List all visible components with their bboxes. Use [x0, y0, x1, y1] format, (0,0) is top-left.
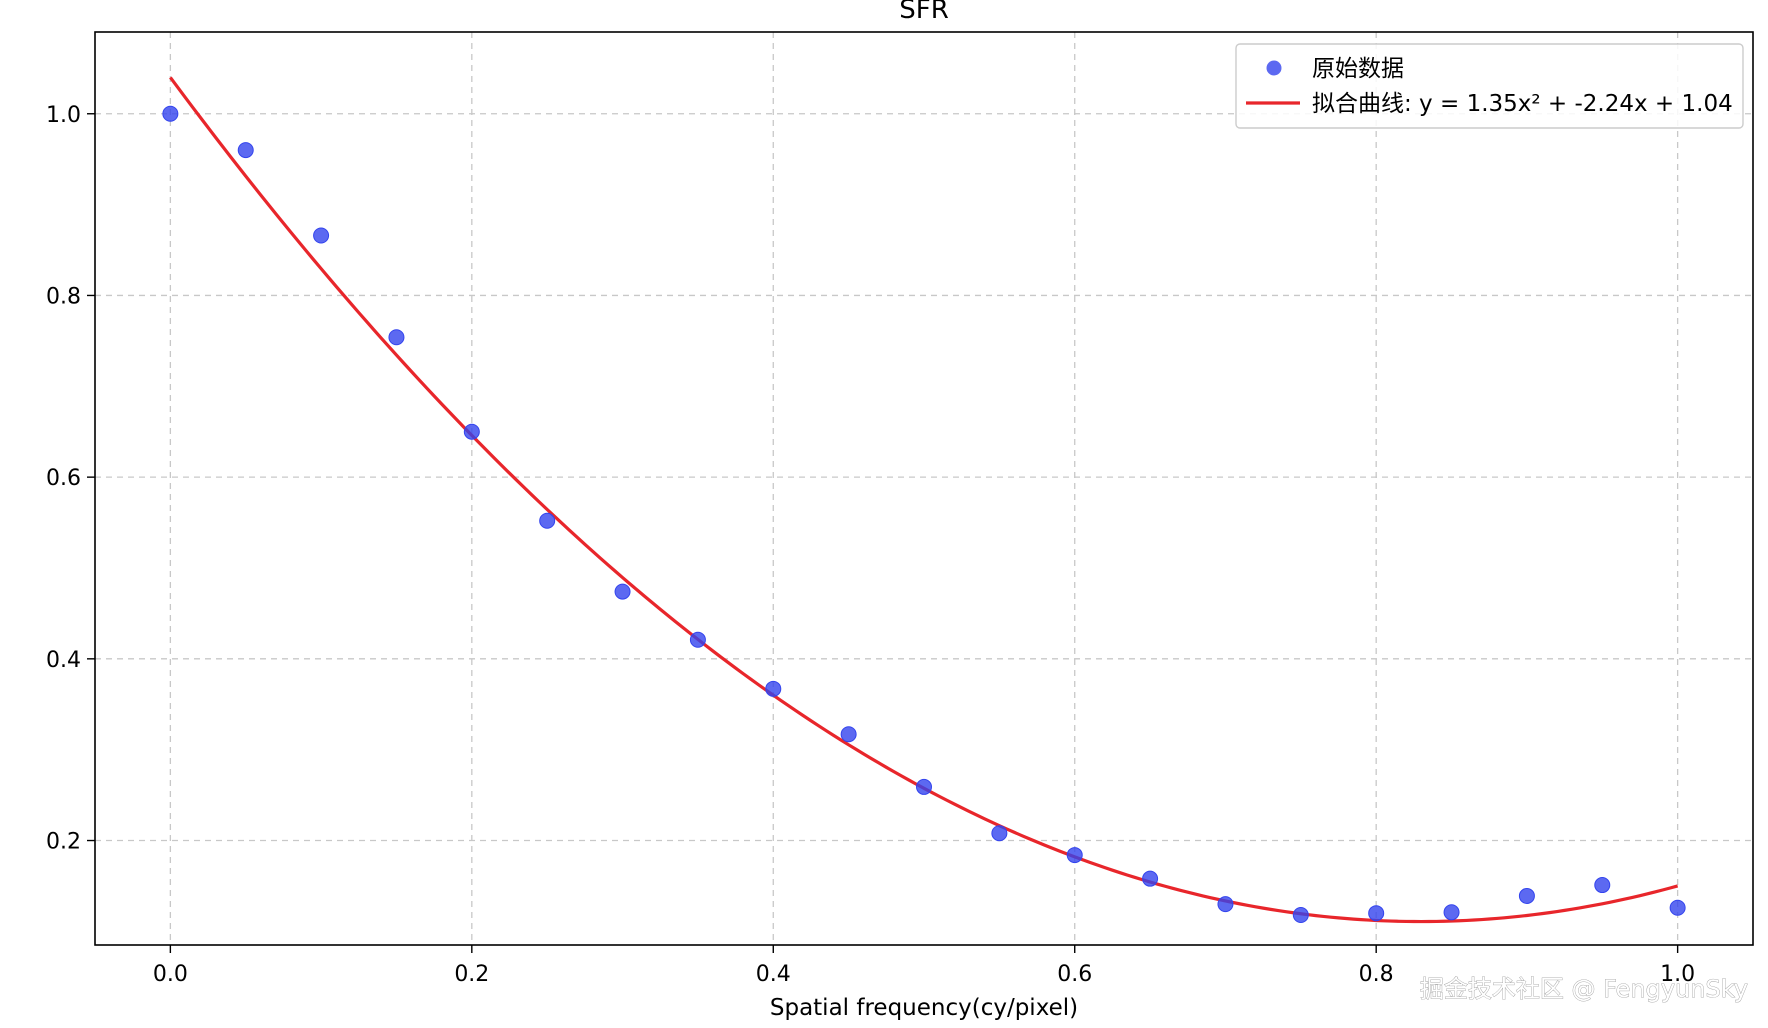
x-tick-label: 0.6 — [1057, 962, 1092, 987]
x-tick-label: 0.0 — [153, 962, 188, 987]
data-point — [1518, 887, 1535, 904]
data-points-layer — [162, 105, 1686, 924]
x-tick-label: 0.2 — [454, 962, 489, 987]
data-point — [1669, 899, 1686, 916]
y-tick-label: 0.2 — [46, 830, 81, 855]
y-tick-label: 0.4 — [46, 648, 81, 673]
legend-label-scatter: 原始数据 — [1312, 56, 1404, 82]
fit-curve-layer — [169, 76, 1679, 924]
data-point — [463, 423, 480, 440]
x-tick-label: 0.4 — [756, 962, 791, 987]
data-point — [1594, 877, 1611, 894]
data-point — [614, 583, 631, 600]
data-point — [162, 105, 179, 122]
data-point — [313, 227, 330, 244]
data-point — [689, 631, 706, 648]
data-point — [916, 778, 932, 795]
data-point — [388, 329, 405, 346]
data-point — [539, 512, 556, 529]
axis-ticks: 0.0 0.2 0.4 0.6 0.8 1.0 0.2 0.4 0.6 0.8 1.0 — [46, 103, 1695, 987]
plot-frame — [94, 31, 1754, 946]
legend-marker-scatter — [1266, 60, 1282, 76]
data-point — [1066, 847, 1083, 864]
x-tick-label: 0.8 — [1359, 962, 1394, 987]
data-point — [840, 726, 857, 743]
data-point — [1217, 896, 1234, 913]
fit-curve — [169, 76, 1679, 924]
x-axis-label: Spatial frequency(cy/pixel) — [770, 995, 1078, 1021]
legend-box — [1235, 43, 1744, 129]
legend-label-line: 拟合曲线: y = 1.35x² + -2.24x + 1.04 — [1312, 91, 1733, 117]
y-tick-label: 0.8 — [46, 284, 81, 309]
legend: 原始数据 拟合曲线: y = 1.35x² + -2.24x + 1.04 — [1235, 43, 1744, 129]
data-point — [1368, 905, 1385, 922]
data-point — [765, 680, 782, 697]
chart-title: SFR — [899, 0, 949, 25]
data-point — [991, 825, 1008, 842]
data-point — [1443, 904, 1460, 921]
data-point — [1142, 870, 1159, 887]
watermark: 掘金技术社区 @ FengyunSky — [1420, 975, 1748, 1003]
data-point — [237, 142, 254, 159]
x-tick-label: 1.0 — [1660, 962, 1695, 987]
y-tick-label: 0.6 — [46, 466, 81, 491]
grid-lines — [95, 32, 1753, 945]
y-tick-label: 1.0 — [46, 103, 81, 128]
data-point — [1292, 907, 1309, 924]
